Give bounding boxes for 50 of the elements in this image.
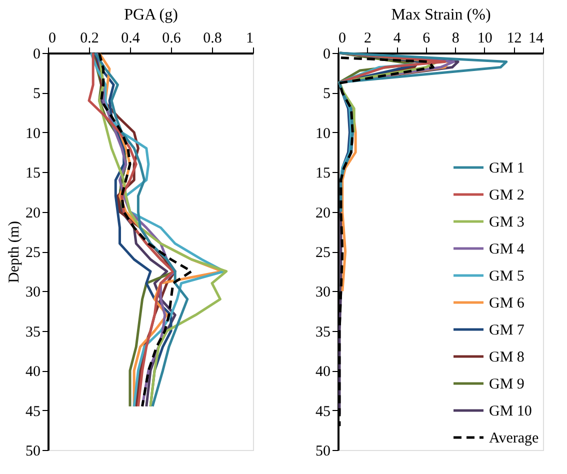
x-tick-label: 12 bbox=[506, 30, 522, 46]
x-tick-label: 0.8 bbox=[203, 30, 222, 46]
x-tick-label: 1 bbox=[246, 30, 254, 46]
legend-label: Average bbox=[489, 430, 540, 446]
legend-label: GM 2 bbox=[489, 188, 524, 204]
y-tick-label: 30 bbox=[316, 284, 330, 301]
y-tick-label: 40 bbox=[316, 364, 330, 380]
x-tick-label: 2 bbox=[364, 30, 372, 46]
y-tick-label: 40 bbox=[26, 364, 40, 380]
y-tick-label: 25 bbox=[26, 245, 40, 261]
legend-label: GM 10 bbox=[489, 404, 532, 420]
x-tick-label: 0.6 bbox=[162, 30, 182, 46]
y-tick-label: 0 bbox=[323, 46, 330, 62]
y-tick-label: 10 bbox=[316, 126, 330, 142]
legend-label: GM 7 bbox=[489, 322, 525, 338]
x-tick-label: 14 bbox=[528, 30, 544, 46]
y-tick-label: 35 bbox=[26, 324, 40, 340]
legend-label: GM 8 bbox=[489, 350, 524, 366]
y-axis-title: Depth (m) bbox=[6, 220, 22, 284]
x-tick-label: 0.2 bbox=[80, 30, 99, 46]
x-tick-label: 8 bbox=[452, 30, 460, 46]
y-tick-label: 10 bbox=[26, 126, 40, 142]
y-tick-label: 30 bbox=[26, 284, 40, 301]
y-tick-label: 15 bbox=[26, 166, 40, 182]
x-tick-label: 10 bbox=[477, 30, 492, 46]
y-tick-label: 5 bbox=[323, 86, 330, 102]
y-tick-label: 15 bbox=[316, 166, 330, 182]
y-tick-label: 45 bbox=[316, 404, 330, 420]
x-tick-label: 4 bbox=[393, 30, 402, 46]
x-tick-label: 0 bbox=[48, 30, 56, 46]
y-tick-label: 50 bbox=[316, 444, 330, 460]
y-tick-label: 45 bbox=[26, 404, 40, 420]
y-tick-label: 50 bbox=[26, 444, 40, 460]
y-tick-label: 0 bbox=[33, 46, 40, 62]
legend-label: GM 3 bbox=[489, 214, 524, 230]
x-tick-label: 0 bbox=[338, 30, 346, 46]
x-axis-title: PGA (g) bbox=[124, 6, 178, 24]
legend-label: GM 6 bbox=[489, 296, 525, 312]
y-tick-label: 35 bbox=[316, 324, 330, 340]
x-tick-label: 0.4 bbox=[121, 30, 140, 46]
y-tick-label: 20 bbox=[26, 205, 40, 222]
y-tick-label: 25 bbox=[316, 245, 330, 261]
legend-label: GM 5 bbox=[489, 268, 524, 284]
y-tick-label: 5 bbox=[33, 86, 40, 102]
y-tick-label: 20 bbox=[316, 205, 330, 222]
legend-label: GM 4 bbox=[489, 242, 525, 258]
x-tick-label: 6 bbox=[422, 30, 431, 46]
legend-label: GM 1 bbox=[489, 160, 524, 176]
legend-label: GM 9 bbox=[489, 376, 524, 392]
x-axis-title: Max Strain (%) bbox=[391, 6, 491, 24]
